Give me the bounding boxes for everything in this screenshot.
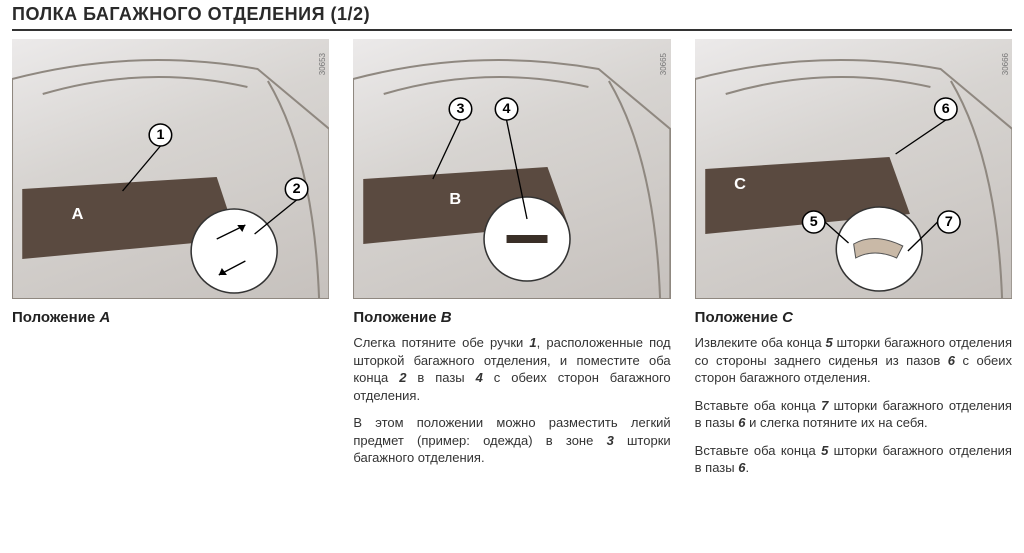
- title-row: ПОЛКА БАГАЖНОГО ОТДЕЛЕНИЯ (1/2): [12, 4, 1012, 31]
- callout-2: 2: [285, 178, 308, 200]
- detail-circle-a: [191, 209, 277, 293]
- figure-a: 1 2 A 30653: [12, 39, 329, 299]
- imgnum-a: 30653: [318, 53, 327, 76]
- zone-letter-b: B: [450, 190, 462, 208]
- column-a: 1 2 A 30653 Положение A: [12, 39, 329, 487]
- imgnum-c: 30666: [1001, 53, 1010, 76]
- page-title: ПОЛКА БАГАЖНОГО ОТДЕЛЕНИЯ (1/2): [12, 4, 1012, 25]
- text-c: Извлеките оба конца 5 шторки багажного о…: [695, 334, 1012, 487]
- imgnum-b: 30665: [659, 53, 668, 76]
- callout-1: 1: [149, 124, 172, 146]
- svg-text:5: 5: [809, 214, 817, 230]
- column-b: 3 4 B 30665 Положение B Слегка потяните …: [353, 39, 670, 487]
- svg-text:1: 1: [156, 127, 164, 143]
- zone-letter-a: A: [72, 205, 84, 223]
- caption-c: Положение C: [695, 309, 1012, 326]
- svg-text:6: 6: [941, 101, 949, 117]
- svg-text:3: 3: [457, 101, 465, 117]
- callout-6: 6: [934, 98, 957, 120]
- svg-text:4: 4: [503, 101, 511, 117]
- svg-text:2: 2: [293, 181, 301, 197]
- manual-page: ПОЛКА БАГАЖНОГО ОТДЕЛЕНИЯ (1/2): [0, 0, 1024, 495]
- text-b: Слегка потяните обе ручки 1, расположенн…: [353, 334, 670, 477]
- zone-letter-c: C: [734, 175, 746, 193]
- figure-c: 6 5 7 C 30666: [695, 39, 1012, 299]
- callout-4: 4: [496, 98, 519, 120]
- column-c: 6 5 7 C 30666 Положение C Извлеките оба …: [695, 39, 1012, 487]
- callout-3: 3: [450, 98, 473, 120]
- figure-b: 3 4 B 30665: [353, 39, 670, 299]
- callout-5: 5: [802, 211, 825, 233]
- caption-a: Положение A: [12, 309, 329, 326]
- columns: 1 2 A 30653 Положение A: [12, 39, 1012, 487]
- svg-text:7: 7: [945, 214, 953, 230]
- callout-7: 7: [937, 211, 960, 233]
- caption-b: Положение B: [353, 309, 670, 326]
